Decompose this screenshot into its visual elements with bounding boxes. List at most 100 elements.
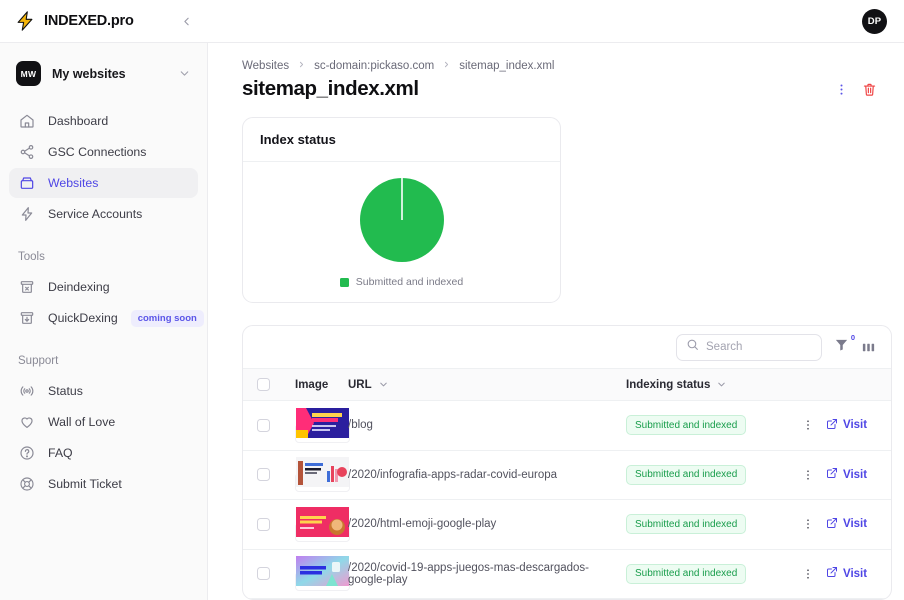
table-row[interactable]: /2020/covid-19-apps-juegos-mas-descargad… bbox=[243, 550, 891, 599]
filter-button[interactable]: 0 bbox=[834, 333, 855, 357]
workspace-avatar: MW bbox=[16, 61, 41, 86]
thumbnail bbox=[295, 407, 350, 443]
chevron-down-icon[interactable] bbox=[378, 379, 389, 390]
row-actions: Visit bbox=[801, 467, 877, 482]
sidebar: MW My websites Dashboard GSC Connections bbox=[0, 43, 208, 600]
sidebar-item-quickdexing[interactable]: QuickDexing coming soon bbox=[9, 303, 204, 333]
sidebar-item-submit-ticket[interactable]: Submit Ticket bbox=[9, 469, 198, 499]
visit-link[interactable]: Visit bbox=[826, 467, 867, 482]
sidebar-item-gsc-connections[interactable]: GSC Connections bbox=[9, 137, 198, 167]
sidebar-item-label: Websites bbox=[48, 176, 99, 190]
column-header-image: Image bbox=[295, 378, 329, 391]
vertical-dots-icon[interactable] bbox=[801, 517, 815, 531]
top-bar: INDEXED.pro DP bbox=[0, 0, 904, 43]
page-actions bbox=[834, 82, 885, 97]
card-header: Index status bbox=[243, 118, 560, 162]
row-url: /blog bbox=[348, 419, 373, 432]
page-title: sitemap_index.xml bbox=[242, 77, 419, 100]
sidebar-item-label: Dashboard bbox=[48, 114, 109, 128]
table-toolbar: 0 bbox=[243, 326, 891, 368]
sidebar-item-dashboard[interactable]: Dashboard bbox=[9, 106, 198, 136]
bolt-icon bbox=[14, 10, 36, 32]
row-checkbox[interactable] bbox=[257, 418, 270, 432]
lifebuoy-icon bbox=[18, 476, 35, 493]
breadcrumb-separator bbox=[442, 60, 451, 72]
home-icon bbox=[18, 113, 35, 130]
row-checkbox[interactable] bbox=[257, 517, 270, 531]
filter-count-badge: 0 bbox=[850, 333, 855, 342]
column-header-indexing-status: Indexing status bbox=[626, 378, 711, 391]
breadcrumb: Websites sc-domain:pickaso.com sitemap_i… bbox=[227, 43, 885, 72]
sidebar-item-deindexing[interactable]: Deindexing bbox=[9, 272, 198, 302]
sidebar-item-wall-of-love[interactable]: Wall of Love bbox=[9, 407, 198, 437]
question-circle-icon bbox=[18, 445, 35, 462]
bolt-icon bbox=[18, 206, 35, 223]
archive-icon bbox=[18, 175, 35, 192]
index-status-card: Index status Submitted and indexed bbox=[242, 117, 561, 303]
column-header-status-group: Indexing status bbox=[626, 379, 801, 391]
row-status-cell: Submitted and indexed bbox=[626, 415, 801, 436]
vertical-dots-icon[interactable] bbox=[801, 468, 815, 482]
visit-link[interactable]: Visit bbox=[826, 418, 867, 433]
thumbnail bbox=[295, 506, 350, 542]
workspace-selector[interactable]: MW My websites bbox=[9, 55, 198, 92]
vertical-dots-icon[interactable] bbox=[834, 82, 849, 97]
columns-icon[interactable] bbox=[861, 340, 876, 355]
avatar[interactable]: DP bbox=[862, 8, 887, 34]
table-row[interactable]: /2020/html-emoji-google-play Submitted a… bbox=[243, 500, 891, 550]
breadcrumb-item-domain[interactable]: sc-domain:pickaso.com bbox=[314, 60, 435, 72]
status-badge: Submitted and indexed bbox=[626, 563, 747, 584]
trash-icon[interactable] bbox=[862, 82, 877, 97]
row-image-cell bbox=[270, 556, 350, 592]
external-link-icon bbox=[826, 566, 838, 581]
table-row[interactable]: /blog Submitted and indexed Visit bbox=[243, 401, 891, 451]
sidebar-item-service-accounts[interactable]: Service Accounts bbox=[9, 199, 198, 229]
sidebar-section-tools: Tools bbox=[18, 251, 45, 263]
vertical-dots-icon[interactable] bbox=[801, 418, 815, 432]
visit-link[interactable]: Visit bbox=[826, 517, 867, 532]
table-header-row: Image URL Indexing status bbox=[243, 368, 891, 401]
chevron-down-icon bbox=[178, 67, 191, 80]
breadcrumb-separator bbox=[297, 60, 306, 72]
sidebar-item-label: Deindexing bbox=[48, 280, 110, 294]
column-header-url: URL bbox=[348, 378, 372, 391]
main-content: Websites sc-domain:pickaso.com sitemap_i… bbox=[208, 43, 904, 600]
sidebar-item-label: Service Accounts bbox=[48, 207, 143, 221]
legend-swatch bbox=[339, 277, 349, 287]
page-title-row: sitemap_index.xml bbox=[227, 72, 885, 101]
visit-label: Visit bbox=[843, 567, 868, 580]
visit-label: Visit bbox=[843, 468, 868, 481]
row-checkbox[interactable] bbox=[257, 567, 270, 581]
visit-label: Visit bbox=[843, 518, 868, 531]
external-link-icon bbox=[826, 467, 838, 482]
sidebar-item-status[interactable]: Status bbox=[9, 376, 198, 406]
top-bar-brand-area: INDEXED.pro bbox=[0, 0, 208, 42]
row-image-cell bbox=[270, 407, 350, 443]
chevron-down-icon[interactable] bbox=[716, 379, 727, 390]
sidebar-item-websites[interactable]: Websites bbox=[9, 168, 198, 198]
card-body: Submitted and indexed bbox=[243, 162, 560, 302]
pie-chart bbox=[359, 178, 444, 262]
row-checkbox[interactable] bbox=[257, 468, 270, 482]
legend-label: Submitted and indexed bbox=[355, 276, 464, 288]
workspace-name: My websites bbox=[52, 66, 126, 81]
breadcrumb-item-websites[interactable]: Websites bbox=[242, 60, 290, 72]
select-all-checkbox[interactable] bbox=[257, 378, 270, 391]
row-url: /2020/infografia-apps-radar-covid-europa bbox=[348, 468, 558, 481]
sidebar-item-label: GSC Connections bbox=[48, 145, 147, 159]
vertical-dots-icon[interactable] bbox=[801, 567, 815, 581]
search-box[interactable] bbox=[676, 333, 822, 361]
sidebar-item-faq[interactable]: FAQ bbox=[9, 438, 198, 468]
coming-soon-badge: coming soon bbox=[130, 309, 204, 327]
search-input[interactable] bbox=[706, 341, 812, 353]
external-link-icon bbox=[826, 418, 838, 433]
row-status-cell: Submitted and indexed bbox=[626, 464, 801, 485]
chevron-left-icon[interactable] bbox=[176, 11, 196, 31]
visit-link[interactable]: Visit bbox=[826, 566, 867, 581]
table-row[interactable]: /2020/infografia-apps-radar-covid-europa… bbox=[243, 451, 891, 500]
sidebar-section-support: Support bbox=[18, 355, 59, 367]
row-status-cell: Submitted and indexed bbox=[626, 514, 801, 535]
broadcast-icon bbox=[18, 383, 35, 400]
row-actions: Visit bbox=[801, 566, 877, 581]
